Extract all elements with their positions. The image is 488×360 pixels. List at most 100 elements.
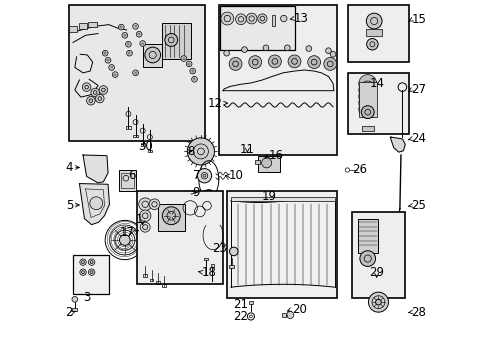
Circle shape — [305, 46, 311, 51]
Text: 30: 30 — [138, 140, 152, 153]
Bar — [147, 150, 152, 153]
Bar — [121, 173, 134, 188]
Bar — [72, 308, 77, 311]
Bar — [158, 204, 184, 231]
Circle shape — [186, 61, 192, 67]
Circle shape — [118, 24, 124, 30]
Bar — [149, 279, 153, 281]
Text: 10: 10 — [228, 169, 243, 182]
Bar — [229, 265, 233, 268]
Ellipse shape — [169, 81, 180, 86]
Circle shape — [140, 222, 150, 232]
Text: 11: 11 — [240, 143, 254, 156]
Circle shape — [132, 23, 138, 29]
Circle shape — [229, 247, 238, 256]
Bar — [69, 26, 77, 32]
Circle shape — [86, 96, 95, 105]
Bar — [162, 284, 165, 287]
Text: 8: 8 — [187, 145, 194, 158]
Circle shape — [261, 158, 271, 168]
Bar — [272, 15, 275, 26]
Bar — [140, 143, 144, 146]
Text: 25: 25 — [410, 199, 426, 212]
Bar — [258, 156, 279, 172]
Circle shape — [268, 55, 281, 68]
Circle shape — [221, 12, 233, 25]
Circle shape — [88, 269, 95, 275]
Text: 23: 23 — [211, 242, 226, 255]
Bar — [119, 170, 136, 191]
Circle shape — [90, 197, 102, 210]
Bar — [220, 6, 294, 50]
Circle shape — [99, 86, 107, 94]
Circle shape — [366, 13, 381, 29]
Bar — [230, 197, 334, 202]
Circle shape — [122, 32, 127, 38]
Text: 18: 18 — [201, 266, 216, 279]
Text: 28: 28 — [410, 306, 426, 319]
Bar — [358, 82, 376, 117]
Circle shape — [95, 94, 104, 103]
Bar — [156, 282, 160, 284]
Circle shape — [358, 87, 376, 105]
Circle shape — [149, 199, 160, 210]
Circle shape — [82, 83, 91, 91]
Bar — [143, 274, 147, 277]
Bar — [248, 301, 253, 304]
Circle shape — [164, 33, 177, 46]
Circle shape — [361, 106, 373, 118]
Ellipse shape — [156, 80, 168, 86]
Circle shape — [202, 190, 215, 203]
Bar — [137, 191, 223, 284]
Circle shape — [132, 70, 138, 76]
Circle shape — [72, 296, 78, 302]
Circle shape — [329, 51, 335, 57]
Circle shape — [235, 14, 246, 24]
Circle shape — [248, 56, 261, 68]
Circle shape — [366, 39, 377, 50]
Text: 17: 17 — [119, 226, 134, 239]
Polygon shape — [223, 70, 333, 91]
Ellipse shape — [140, 82, 156, 89]
Text: 9: 9 — [192, 186, 200, 199]
Text: 20: 20 — [291, 303, 306, 316]
Circle shape — [108, 64, 114, 70]
Text: 19: 19 — [262, 190, 276, 203]
Text: 14: 14 — [368, 77, 384, 90]
Text: 27: 27 — [410, 84, 426, 96]
Circle shape — [358, 94, 376, 112]
Circle shape — [187, 138, 214, 165]
Polygon shape — [389, 137, 405, 152]
Circle shape — [358, 81, 376, 99]
Circle shape — [191, 76, 197, 82]
Circle shape — [139, 198, 151, 211]
Circle shape — [102, 50, 108, 56]
Bar — [282, 313, 285, 317]
Circle shape — [112, 72, 118, 77]
Text: 12: 12 — [207, 97, 223, 110]
Bar — [347, 73, 408, 134]
Circle shape — [162, 207, 180, 225]
Bar — [347, 5, 408, 62]
Bar — [351, 212, 404, 298]
Circle shape — [375, 299, 381, 305]
Text: 7: 7 — [192, 169, 200, 182]
Text: 13: 13 — [293, 12, 308, 25]
Circle shape — [88, 259, 95, 265]
Text: 4: 4 — [65, 161, 73, 174]
Circle shape — [229, 58, 242, 70]
Text: 21: 21 — [233, 298, 247, 311]
Bar — [88, 22, 97, 27]
Polygon shape — [80, 184, 109, 225]
Circle shape — [241, 47, 247, 53]
Text: 26: 26 — [351, 163, 366, 176]
Text: 3: 3 — [83, 291, 91, 305]
Circle shape — [80, 269, 86, 275]
Circle shape — [91, 88, 99, 97]
Circle shape — [359, 251, 375, 266]
Circle shape — [246, 13, 257, 24]
Circle shape — [119, 235, 130, 246]
Ellipse shape — [179, 78, 192, 85]
Circle shape — [307, 56, 320, 68]
Circle shape — [140, 41, 145, 46]
